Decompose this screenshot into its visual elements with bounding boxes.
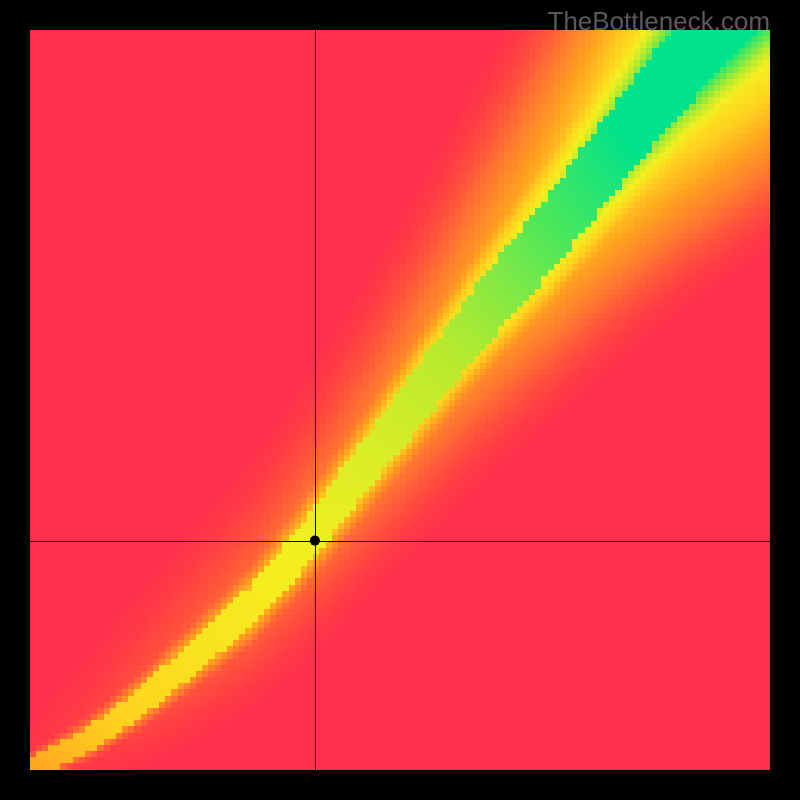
chart-container: TheBottleneck.com xyxy=(0,0,800,800)
watermark-text: TheBottleneck.com xyxy=(547,6,770,37)
heatmap-canvas xyxy=(30,30,770,770)
